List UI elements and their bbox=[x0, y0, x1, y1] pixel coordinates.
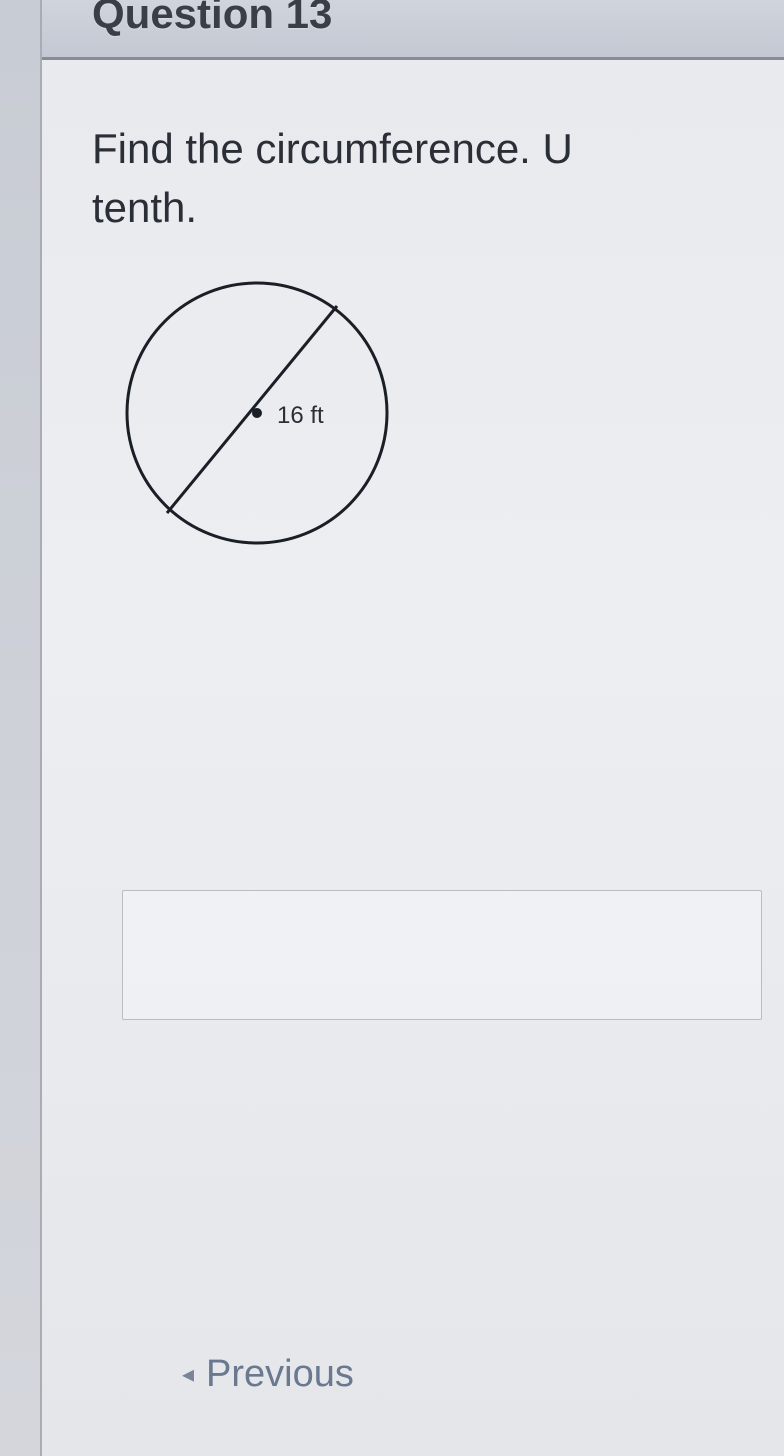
circle-diagram: 16 ft bbox=[112, 268, 754, 573]
question-text-line1: Find the circumference. U bbox=[92, 125, 573, 172]
answer-input-box[interactable] bbox=[122, 890, 762, 1020]
question-prompt: Find the circumference. U tenth. bbox=[92, 120, 754, 238]
previous-label: Previous bbox=[206, 1353, 354, 1396]
circle-svg: 16 ft bbox=[112, 268, 412, 568]
sidebar-strip bbox=[0, 0, 42, 1456]
question-text-line2: tenth. bbox=[92, 184, 197, 231]
chevron-left-icon: ◂ bbox=[182, 1360, 194, 1389]
question-number-title: Question 13 bbox=[92, 0, 332, 38]
question-header: Question 13 bbox=[42, 0, 784, 60]
content-area: Find the circumference. U tenth. 16 ft ◂… bbox=[42, 60, 784, 1456]
previous-button[interactable]: ◂ Previous bbox=[182, 1353, 354, 1396]
svg-text:16 ft: 16 ft bbox=[277, 402, 324, 429]
